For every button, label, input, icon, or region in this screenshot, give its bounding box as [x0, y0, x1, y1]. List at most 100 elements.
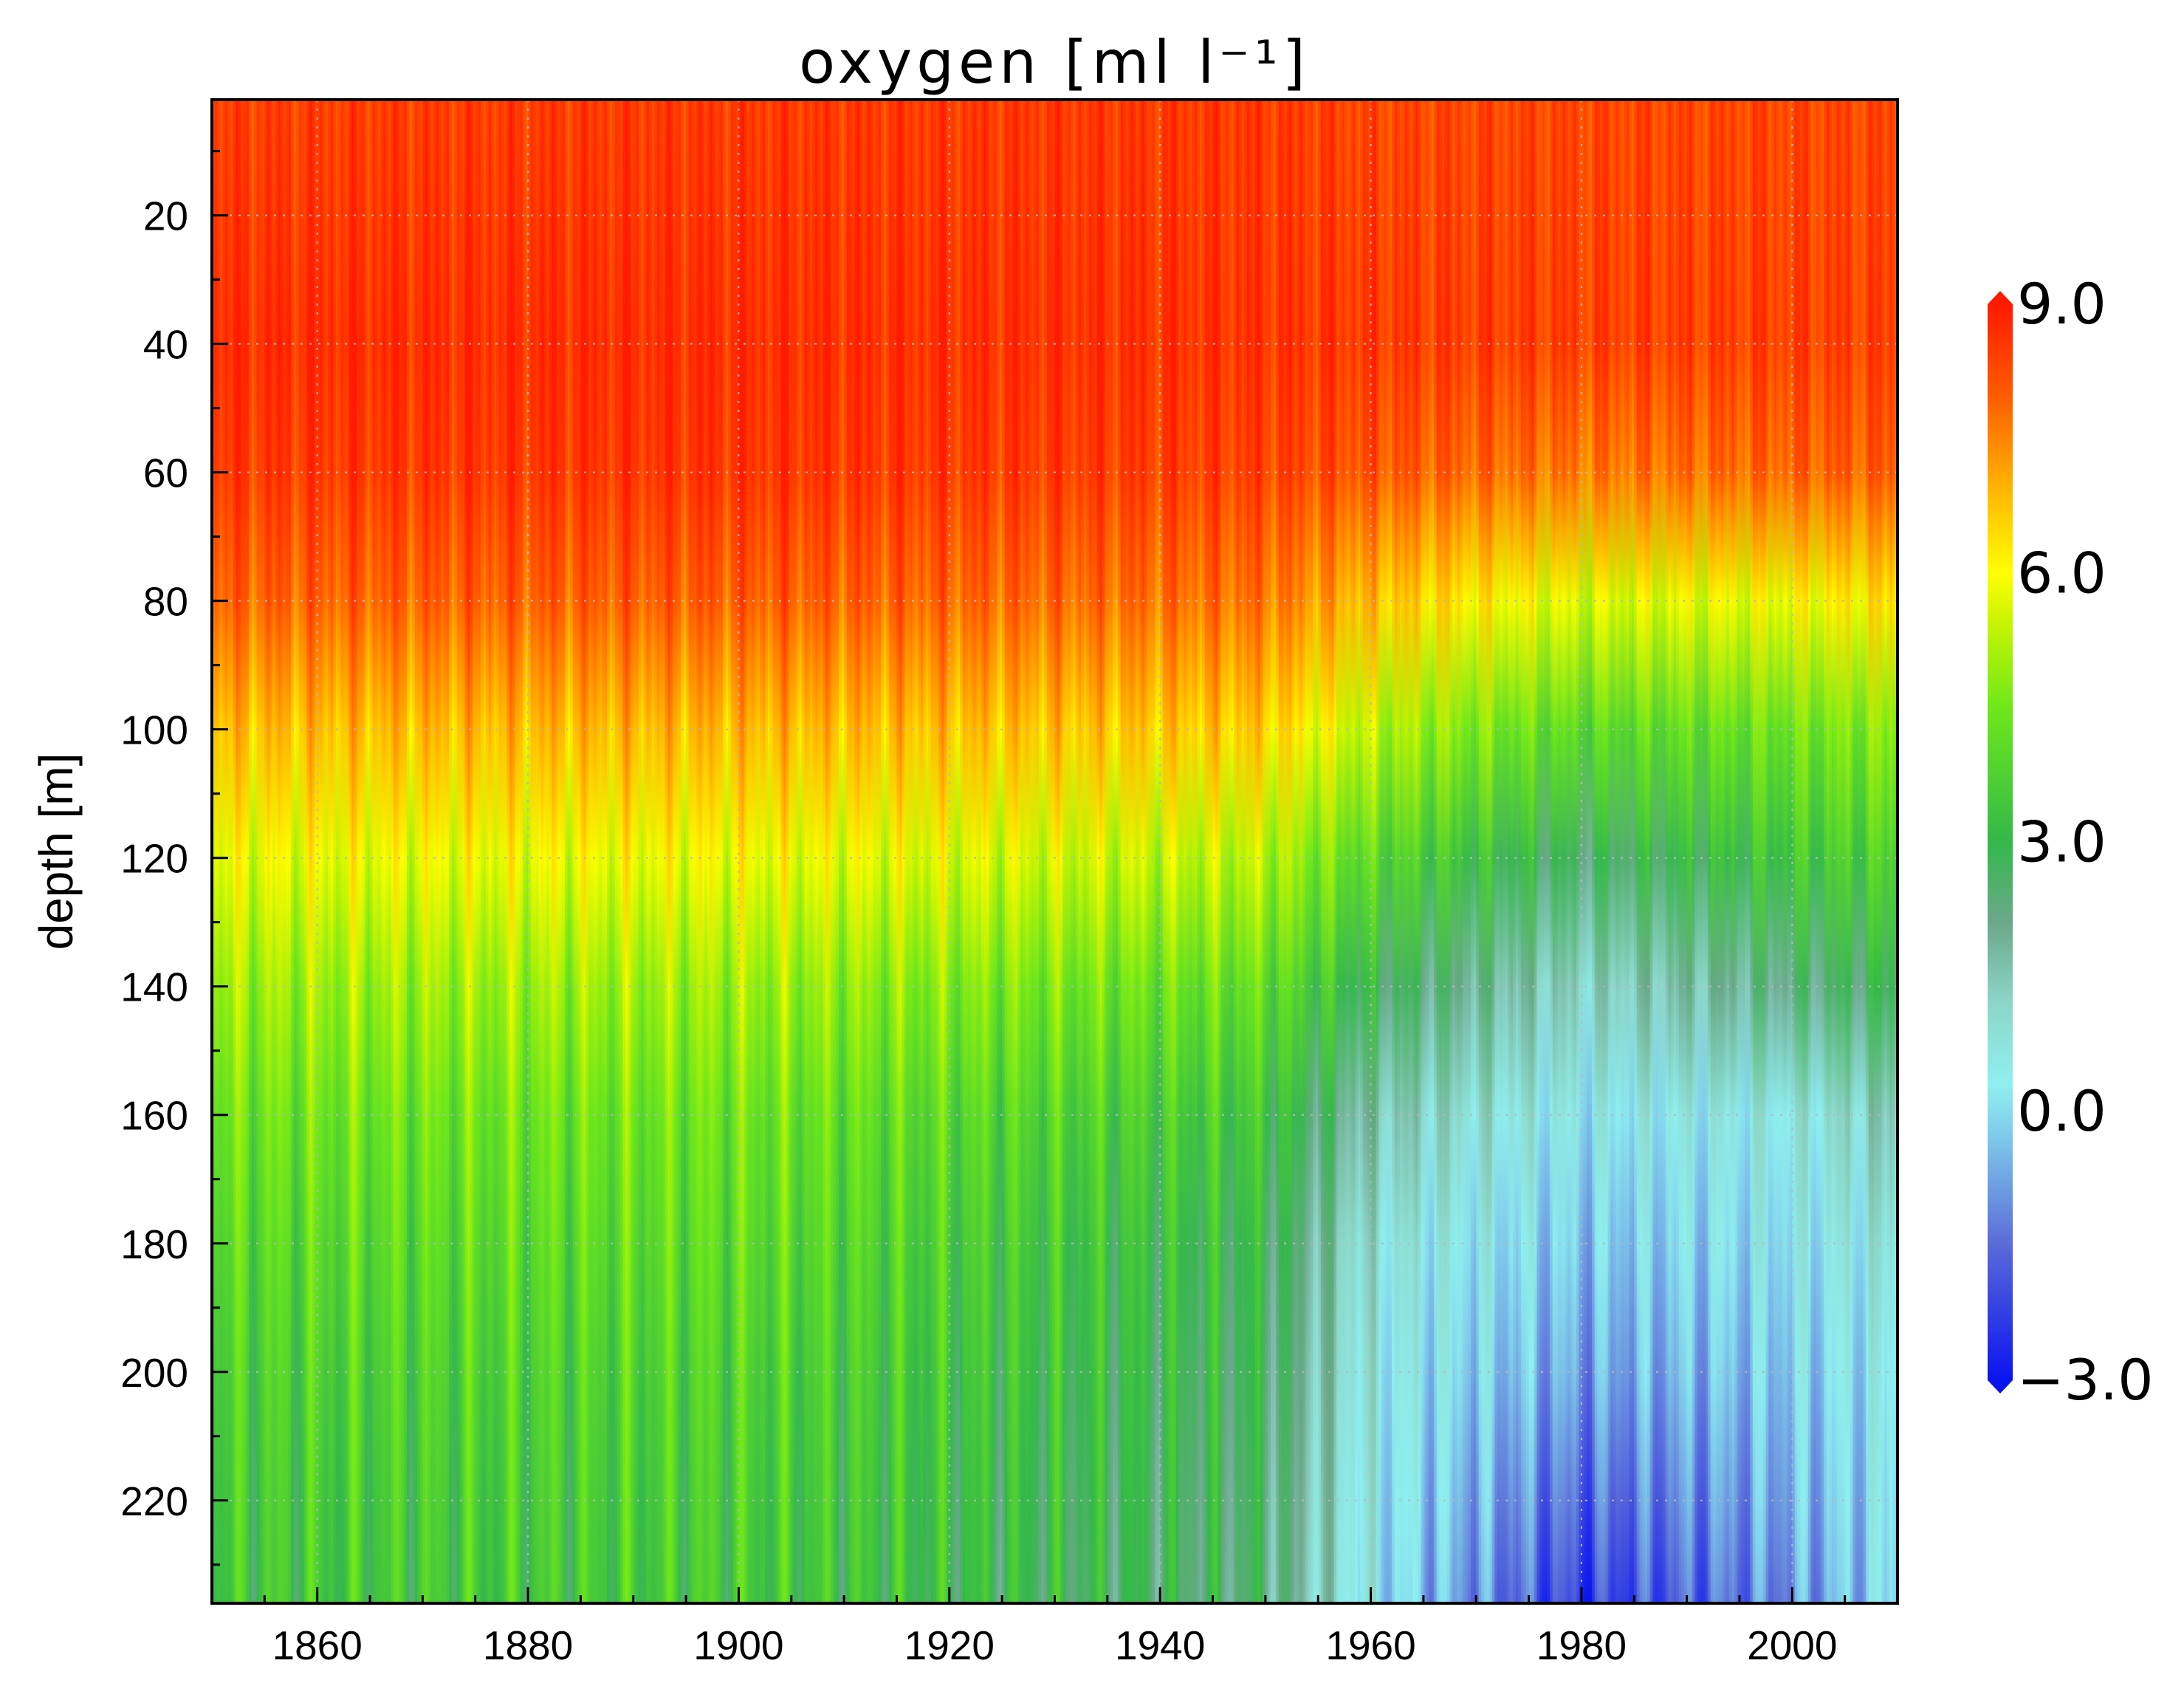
heatmap-column — [259, 100, 263, 1603]
heatmap-column — [1765, 100, 1769, 1603]
heatmap-column — [1429, 100, 1432, 1603]
heatmap-column — [1244, 100, 1248, 1603]
heatmap-column — [893, 100, 898, 1603]
heatmap-column — [735, 100, 740, 1603]
heatmap-column — [1110, 100, 1113, 1603]
heatmap-column — [227, 100, 231, 1603]
heatmap-column — [1297, 100, 1300, 1603]
heatmap-column — [1288, 100, 1293, 1603]
heatmap-column — [380, 100, 384, 1603]
heatmap-column — [1787, 100, 1790, 1603]
heatmap-column — [549, 100, 552, 1603]
heatmap-column — [1678, 100, 1683, 1603]
heatmap-column — [538, 100, 542, 1603]
heatmap-column — [1378, 100, 1382, 1603]
heatmap-column — [269, 100, 273, 1603]
heatmap-column — [949, 100, 952, 1603]
heatmap-column — [394, 100, 397, 1603]
heatmap-column — [910, 100, 913, 1603]
heatmap-column — [1099, 100, 1103, 1603]
heatmap-column — [214, 100, 218, 1603]
heatmap-column — [467, 100, 471, 1603]
heatmap-column — [1789, 100, 1793, 1603]
colorbar-max-arrow — [1988, 291, 2013, 304]
heatmap-column — [1449, 100, 1453, 1603]
heatmap-column — [749, 100, 752, 1603]
heatmap-column — [1352, 100, 1356, 1603]
heatmap-column — [1587, 100, 1590, 1603]
heatmap-column — [1471, 100, 1474, 1603]
heatmap-column — [285, 100, 289, 1603]
heatmap-column — [1009, 100, 1014, 1603]
heatmap-column — [1155, 100, 1158, 1603]
heatmap-column — [696, 100, 700, 1603]
heatmap-column — [1826, 100, 1830, 1603]
heatmap-column — [567, 100, 571, 1603]
heatmap-column — [846, 100, 850, 1603]
heatmap-column — [1020, 100, 1024, 1603]
heatmap-column — [1821, 100, 1824, 1603]
heatmap-column — [1782, 100, 1785, 1603]
heatmap-column — [1181, 100, 1184, 1603]
y-tick-label: 180 — [120, 1221, 188, 1267]
heatmap-column — [938, 100, 942, 1603]
heatmap-column — [1473, 100, 1477, 1603]
heatmap-column — [1892, 100, 1896, 1603]
heatmap-column — [1120, 100, 1124, 1603]
heatmap-column — [382, 100, 387, 1603]
heatmap-column — [577, 100, 582, 1603]
heatmap-column — [1615, 100, 1619, 1603]
heatmap-column — [1468, 100, 1472, 1603]
heatmap-column — [1325, 100, 1330, 1603]
heatmap-column — [320, 100, 323, 1603]
heatmap-column — [1852, 100, 1856, 1603]
heatmap-column — [1618, 100, 1622, 1603]
heatmap-column — [1697, 100, 1701, 1603]
heatmap-column — [809, 100, 813, 1603]
heatmap-column — [1302, 100, 1305, 1603]
heatmap-column — [1649, 100, 1653, 1603]
heatmap-column — [1605, 100, 1609, 1603]
heatmap-column — [1278, 100, 1282, 1603]
heatmap-column — [802, 100, 806, 1603]
heatmap-column — [728, 100, 732, 1603]
heatmap-column — [849, 100, 853, 1603]
heatmap-column — [786, 100, 789, 1603]
heatmap-column — [738, 100, 742, 1603]
heatmap-column — [224, 100, 229, 1603]
heatmap-column — [572, 100, 576, 1603]
heatmap-column — [1315, 100, 1319, 1603]
heatmap-column — [1528, 100, 1532, 1603]
heatmap-column — [1884, 100, 1888, 1603]
heatmap-column — [607, 100, 611, 1603]
heatmap-column — [941, 100, 945, 1603]
heatmap-column — [625, 100, 629, 1603]
heatmap-column — [1594, 100, 1598, 1603]
heatmap-column — [1868, 100, 1872, 1603]
heatmap-column — [1051, 100, 1056, 1603]
heatmap-column — [1494, 100, 1498, 1603]
heatmap-column — [723, 100, 727, 1603]
heatmap-column — [1668, 100, 1672, 1603]
heatmap-column — [354, 100, 357, 1603]
heatmap-column — [1096, 100, 1100, 1603]
heatmap-column — [999, 100, 1003, 1603]
heatmap-column — [1434, 100, 1438, 1603]
heatmap-column — [935, 100, 940, 1603]
heatmap-column — [1365, 100, 1369, 1603]
heatmap-column — [1486, 100, 1490, 1603]
heatmap-column — [767, 100, 771, 1603]
heatmap-column — [1157, 100, 1161, 1603]
heatmap-column — [540, 100, 545, 1603]
heatmap-column — [952, 100, 955, 1603]
heatmap-column — [599, 100, 602, 1603]
heatmap-column — [1836, 100, 1841, 1603]
heatmap-column — [667, 100, 671, 1603]
x-tick-label: 1900 — [693, 1622, 783, 1668]
heatmap-column — [1545, 100, 1548, 1603]
heatmap-column — [1410, 100, 1414, 1603]
heatmap-column — [1333, 100, 1337, 1603]
heatmap-column — [565, 100, 569, 1603]
heatmap-column — [1144, 100, 1147, 1603]
heatmap-column — [1508, 100, 1511, 1603]
